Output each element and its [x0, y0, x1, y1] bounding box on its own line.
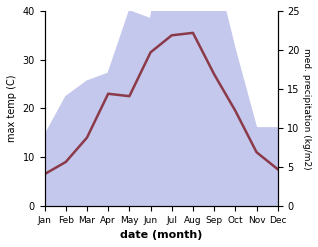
Y-axis label: max temp (C): max temp (C) — [7, 75, 17, 142]
X-axis label: date (month): date (month) — [120, 230, 202, 240]
Y-axis label: med. precipitation (kg/m2): med. precipitation (kg/m2) — [302, 48, 311, 169]
